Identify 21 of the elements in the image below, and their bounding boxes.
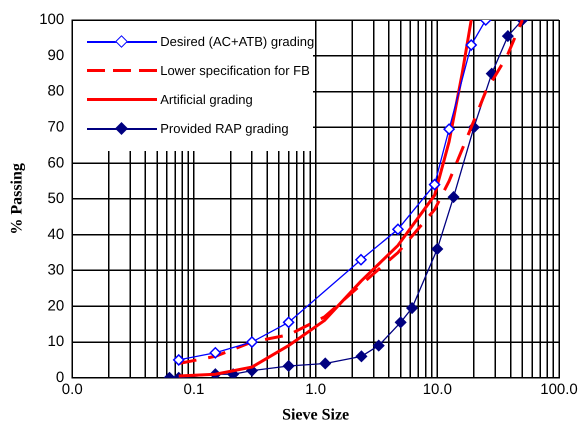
y-tick-label: 60 — [48, 154, 64, 172]
y-tick-label: 80 — [48, 82, 64, 100]
y-tick-label: 100 — [39, 11, 64, 28]
y-axis-title: % Passing — [8, 163, 26, 235]
x-tick-label: 100.0 — [540, 380, 578, 398]
y-tick-label: 10 — [48, 333, 64, 350]
y-tick-label: 40 — [48, 226, 64, 243]
y-tick-label: 20 — [48, 297, 64, 314]
x-tick-label: 1.0 — [305, 380, 326, 398]
y-tick-label: 90 — [48, 46, 64, 64]
y-tick-label: 70 — [48, 118, 64, 136]
x-tick-label: 0.1 — [183, 380, 204, 398]
x-tick-label: 10.0 — [422, 380, 452, 398]
legend-label: Desired (AC+ATB) grading — [160, 34, 314, 49]
legend-label: Lower specification for FB — [160, 63, 310, 78]
legend-label: Provided RAP grading — [160, 121, 289, 136]
x-axis-title: Sieve Size — [282, 406, 350, 424]
y-tick-label: 50 — [48, 190, 64, 208]
legend-label: Artificial grading — [160, 92, 253, 107]
y-tick-label: 30 — [48, 262, 64, 279]
x-tick-label: 0.0 — [62, 380, 83, 398]
